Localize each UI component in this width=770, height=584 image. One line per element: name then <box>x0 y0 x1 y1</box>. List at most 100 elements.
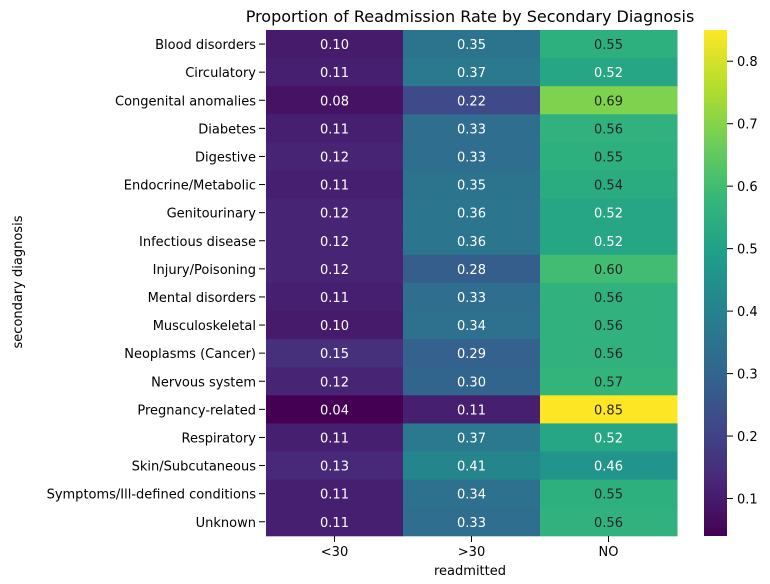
cell-value-label: 0.33 <box>457 516 486 531</box>
row-label: Genitourinary <box>167 207 257 222</box>
cell-value-label: 0.11 <box>320 431 349 446</box>
cell-value-label: 0.52 <box>594 207 623 222</box>
colorbar-tick-label: 0.2 <box>737 430 758 445</box>
row-label: Respiratory <box>182 431 257 446</box>
heatmap-cell <box>403 479 541 509</box>
cell-value-label: 0.22 <box>457 94 486 109</box>
cell-value-label: 0.10 <box>320 38 349 53</box>
heatmap-cell <box>540 30 678 59</box>
heatmap-cell <box>540 423 678 452</box>
heatmap-cell <box>540 226 678 256</box>
heatmap-cell <box>266 395 404 424</box>
heatmap-cell <box>266 311 404 340</box>
cell-value-label: 0.35 <box>457 38 486 53</box>
colorbar-tick-label: 0.3 <box>737 368 758 383</box>
cell-value-label: 0.11 <box>320 66 349 81</box>
cell-value-label: 0.56 <box>594 347 623 362</box>
row-label: Nervous system <box>151 375 256 390</box>
cell-value-label: 0.04 <box>320 403 349 418</box>
colorbar-tick-label: 0.6 <box>737 180 758 195</box>
cell-value-label: 0.11 <box>320 179 349 194</box>
heatmap-cell <box>540 142 678 171</box>
heatmap-cell <box>540 254 678 284</box>
cell-value-label: 0.60 <box>594 263 623 278</box>
cell-value-label: 0.33 <box>457 122 486 137</box>
cell-value-label: 0.37 <box>457 66 486 81</box>
heatmap-cell <box>266 339 404 368</box>
row-label: Circulatory <box>185 66 256 81</box>
cell-value-label: 0.33 <box>457 150 486 165</box>
cell-value-label: 0.11 <box>457 403 486 418</box>
cell-value-label: 0.41 <box>457 460 486 475</box>
heatmap-cell <box>266 254 404 284</box>
cell-value-label: 0.12 <box>320 150 349 165</box>
heatmap-cell <box>266 170 404 200</box>
colorbar-tick-label: 0.1 <box>737 493 758 508</box>
heatmap-cell <box>266 507 404 537</box>
heatmap-cell <box>403 395 541 424</box>
cell-value-label: 0.36 <box>457 235 486 250</box>
cell-value-label: 0.56 <box>594 122 623 137</box>
cell-value-label: 0.11 <box>320 122 349 137</box>
row-labels: Blood disorders Circulatory Congenital ano… <box>47 38 265 531</box>
heatmap-cell <box>266 282 404 312</box>
heatmap-cell <box>540 170 678 200</box>
row-label: Pregnancy-related <box>137 403 256 418</box>
column-label: >30 <box>458 545 485 560</box>
cell-value-label: 0.11 <box>320 516 349 531</box>
cell-value-label: 0.08 <box>320 94 349 109</box>
heatmap-cells: 0.10 0.35 0.55 0.11 0.37 0.52 0.08 0.22 0.69 0.11… <box>266 30 678 537</box>
cell-value-label: 0.56 <box>594 516 623 531</box>
cell-value-label: 0.35 <box>457 179 486 194</box>
heatmap-cell <box>403 507 541 537</box>
colorbar-tick-label: 0.7 <box>737 118 758 133</box>
heatmap-cell <box>266 423 404 452</box>
cell-value-label: 0.12 <box>320 263 349 278</box>
cell-value-label: 0.85 <box>594 403 623 418</box>
cell-value-label: 0.30 <box>457 375 486 390</box>
cell-value-label: 0.52 <box>594 431 623 446</box>
row-label: Unknown <box>196 516 256 531</box>
heatmap-cell <box>266 479 404 509</box>
column-label: NO <box>599 545 619 560</box>
colorbar-tick-label: 0.8 <box>737 55 758 70</box>
cell-value-label: 0.13 <box>320 460 349 475</box>
heatmap-cell <box>403 451 541 481</box>
heatmap-cell <box>540 367 678 396</box>
heatmap-cell <box>540 339 678 368</box>
heatmap-cell <box>540 479 678 509</box>
heatmap-cell <box>403 142 541 171</box>
heatmap-cell <box>403 198 541 228</box>
heatmap-cell <box>540 86 678 115</box>
chart-title: Proportion of Readmission Rate by Second… <box>246 7 695 26</box>
heatmap-cell <box>540 114 678 143</box>
row-label: Blood disorders <box>155 38 256 53</box>
heatmap-cell <box>540 198 678 228</box>
heatmap-cell <box>403 423 541 452</box>
cell-value-label: 0.34 <box>457 488 486 503</box>
heatmap-cell <box>266 367 404 396</box>
row-label: Skin/Subcutaneous <box>132 460 257 475</box>
column-label: <30 <box>321 545 348 560</box>
heatmap-cell <box>266 86 404 115</box>
cell-value-label: 0.52 <box>594 235 623 250</box>
heatmap-cell <box>403 114 541 143</box>
column-labels: <30 >30 NO <box>321 536 619 560</box>
row-label: Injury/Poisoning <box>153 263 256 278</box>
cell-value-label: 0.57 <box>594 375 623 390</box>
heatmap-cell <box>403 58 541 87</box>
cell-value-label: 0.12 <box>320 235 349 250</box>
heatmap-cell <box>540 451 678 481</box>
cell-value-label: 0.12 <box>320 207 349 222</box>
cell-value-label: 0.12 <box>320 375 349 390</box>
cell-value-label: 0.33 <box>457 291 486 306</box>
cell-value-label: 0.37 <box>457 431 486 446</box>
heatmap-cell <box>403 170 541 200</box>
heatmap-cell <box>403 282 541 312</box>
cell-value-label: 0.56 <box>594 319 623 334</box>
colorbar-tick-label: 0.5 <box>737 243 758 258</box>
heatmap-cell <box>266 226 404 256</box>
heatmap-cell <box>540 395 678 424</box>
colorbar-tick-label: 0.4 <box>737 305 758 320</box>
